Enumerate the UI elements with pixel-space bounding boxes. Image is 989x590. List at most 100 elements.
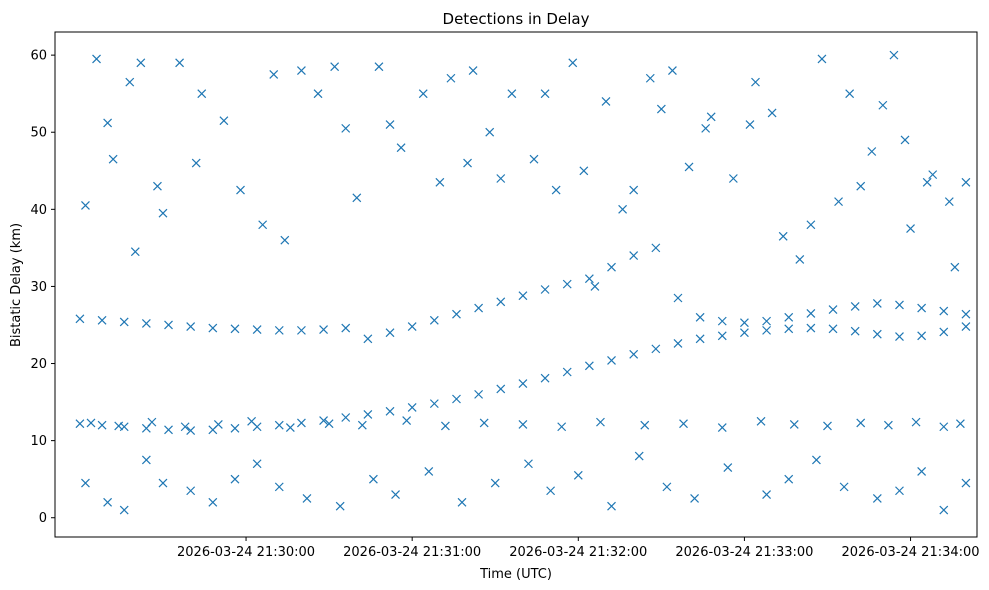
data-point [739, 318, 749, 328]
series-2 [86, 416, 965, 432]
data-point [762, 490, 771, 500]
data-point [751, 77, 760, 87]
data-point [939, 422, 949, 432]
data-point [911, 417, 921, 427]
data-point [518, 420, 528, 429]
data-point [341, 323, 351, 333]
data-point [468, 66, 478, 75]
data-point [784, 474, 794, 484]
data-point [368, 474, 378, 484]
data-point [313, 89, 323, 99]
data-point [717, 423, 727, 432]
data-point [457, 497, 467, 507]
data-point [795, 255, 805, 264]
data-point [141, 455, 151, 465]
data-point [130, 247, 140, 257]
data-point [856, 418, 866, 428]
data-point [551, 185, 561, 195]
data-point [939, 505, 949, 515]
data-point [385, 406, 395, 416]
data-point [97, 315, 107, 325]
data-point [474, 389, 484, 399]
data-point [834, 197, 843, 207]
data-point [917, 303, 927, 313]
data-point [634, 451, 644, 461]
data-point [103, 118, 113, 128]
data-point [878, 100, 888, 110]
data-point [341, 413, 351, 422]
x-tick-label: 2026-03-24 21:33:00 [675, 545, 813, 560]
data-point [136, 58, 146, 68]
data-point [119, 317, 129, 327]
data-point [418, 89, 428, 99]
data-point [850, 302, 860, 311]
data-point [961, 322, 971, 331]
data-point [596, 417, 605, 427]
data-point [125, 77, 135, 87]
data-point [900, 135, 910, 145]
data-point [579, 166, 589, 176]
data-point [922, 177, 932, 187]
data-point [584, 274, 594, 284]
data-point [452, 309, 461, 319]
data-point [811, 455, 821, 465]
plot-frame [54, 31, 978, 538]
data-point [485, 127, 495, 137]
data-point [158, 208, 168, 218]
data-point [540, 285, 550, 294]
data-point [540, 373, 550, 383]
data-point [296, 325, 306, 335]
data-point [230, 324, 240, 334]
data-point [883, 420, 893, 430]
y-axis-label: Bistatic Delay (km) [9, 223, 24, 347]
data-point [601, 96, 611, 106]
y-tick-label: 20 [30, 357, 47, 372]
data-point [208, 323, 218, 333]
data-point [147, 417, 157, 427]
data-point [435, 177, 445, 187]
data-point [296, 66, 306, 75]
data-point [357, 420, 367, 430]
data-point [208, 497, 218, 507]
data-point [81, 201, 90, 210]
data-point [928, 170, 938, 180]
data-point [75, 314, 85, 324]
data-point [872, 329, 882, 339]
data-point [119, 505, 129, 515]
data-point [429, 399, 439, 409]
data-point [496, 174, 506, 183]
data-point [247, 416, 257, 426]
data-point [673, 293, 683, 303]
data-point [656, 104, 666, 114]
data-point [895, 332, 904, 341]
data-point [701, 123, 711, 133]
data-point [490, 478, 500, 488]
data-point [213, 420, 223, 429]
data-point [518, 291, 528, 301]
data-point [895, 300, 904, 310]
data-point [319, 325, 328, 335]
series-1 [75, 243, 971, 344]
data-point [186, 322, 196, 331]
data-point [745, 120, 755, 129]
data-point [424, 467, 434, 476]
series-3 [81, 50, 971, 515]
data-point [86, 418, 96, 428]
data-point [690, 494, 700, 503]
data-point [164, 320, 173, 330]
data-point [767, 108, 777, 118]
data-point [917, 467, 927, 476]
data-point [789, 420, 799, 429]
data-point [296, 418, 306, 428]
data-point [629, 251, 639, 261]
data-point [81, 478, 90, 488]
data-point [640, 420, 650, 430]
data-point [186, 426, 196, 436]
data-point [396, 143, 406, 153]
data-point [573, 470, 583, 480]
data-point [463, 158, 472, 168]
y-tick-label: 30 [30, 280, 47, 295]
data-point [762, 316, 771, 326]
data-point [153, 181, 162, 191]
